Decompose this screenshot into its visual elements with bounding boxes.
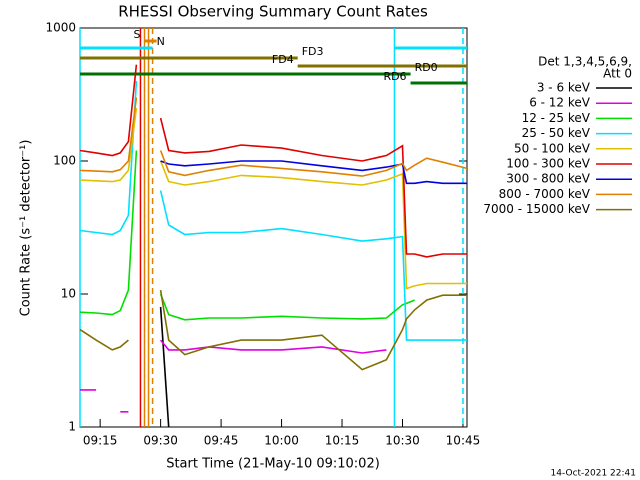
series-line [80, 339, 387, 413]
series-line [160, 160, 467, 185]
y-tick-label: 10 [61, 287, 76, 301]
legend-label: 800 - 7000 keV [499, 187, 591, 201]
legend-label: 3 - 6 keV [537, 81, 591, 95]
y-tick-label: 1 [68, 420, 76, 434]
x-tick-label: 10:15 [325, 434, 360, 448]
x-tick-label: 10:00 [264, 434, 299, 448]
x-axis-label: Start Time (21-May-10 09:10:02) [166, 457, 380, 472]
x-tick-label: 09:30 [143, 434, 178, 448]
legend-header: Det 1,3,4,5,6,9, [538, 55, 632, 69]
series-line [79, 64, 467, 258]
annotation-label: FD4 [272, 53, 294, 66]
y-tick-label: 1000 [45, 21, 76, 35]
legend-label: 50 - 100 keV [514, 141, 591, 155]
x-tick-label: 09:15 [83, 434, 118, 448]
chart-title: RHESSI Observing Summary Count Rates [118, 3, 428, 21]
series-line [79, 80, 467, 341]
y-axis-label: Count Rate (s⁻¹ detector⁻¹) [19, 140, 34, 317]
annotation-label: RD0 [415, 61, 438, 74]
x-tick-label: 10:30 [385, 434, 420, 448]
legend-label: 6 - 12 keV [529, 96, 591, 110]
series-line [79, 150, 415, 321]
series-line [79, 107, 467, 290]
legend-label: 25 - 50 keV [522, 126, 591, 140]
legend-label: 100 - 300 keV [506, 157, 590, 171]
legend-label: 7000 - 15000 keV [483, 202, 590, 216]
x-tick-label: 09:45 [204, 434, 239, 448]
annotation-label: RD6 [383, 70, 406, 83]
series-line [159, 306, 170, 428]
legend-header: Att 0 [603, 67, 632, 81]
annotation-label: FD3 [302, 45, 324, 58]
annotation-label: N [157, 35, 165, 48]
series-line [79, 97, 468, 177]
footer: 14-Oct-2021 22:41 [551, 469, 636, 479]
annotation-label: S [134, 28, 141, 41]
legend-label: 300 - 800 keV [506, 172, 590, 186]
legend-label: 12 - 25 keV [522, 111, 591, 125]
y-tick-label: 100 [53, 154, 76, 168]
series-line [79, 289, 467, 371]
x-tick-label: 10:45 [446, 434, 481, 448]
